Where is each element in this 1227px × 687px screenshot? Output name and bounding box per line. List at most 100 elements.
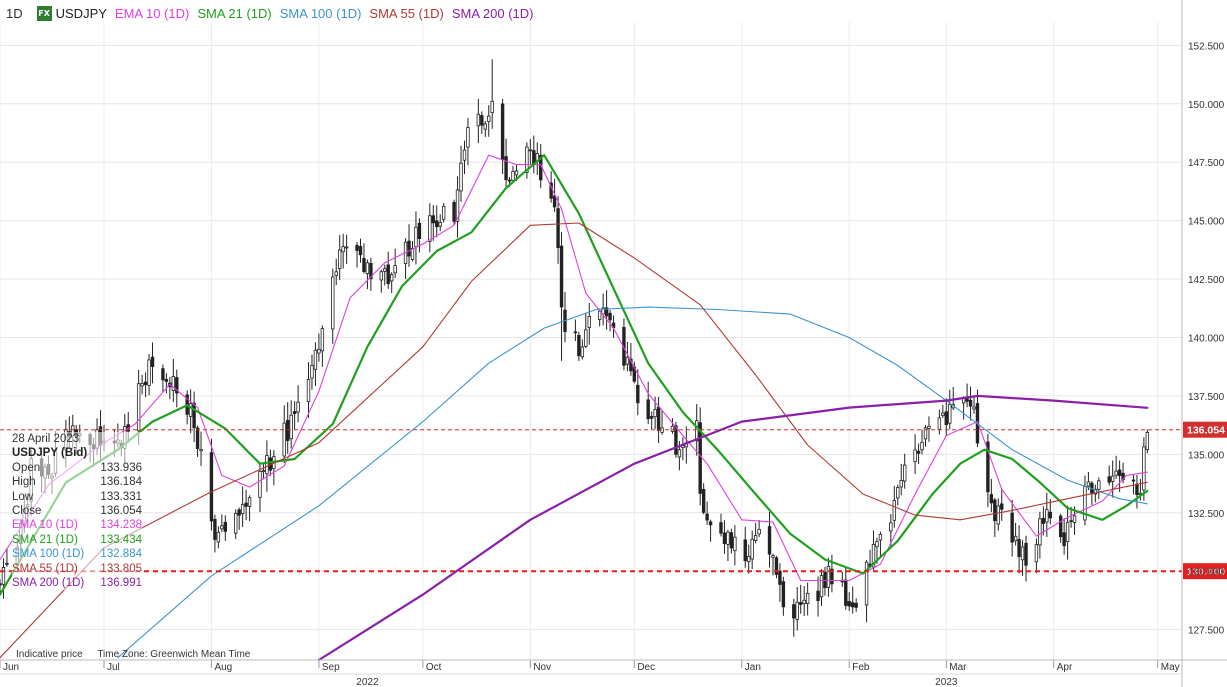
candle [310, 354, 314, 390]
y-tick-label: 140.000 [1188, 333, 1225, 344]
timeframe-label[interactable]: 1D [6, 5, 23, 21]
candle [573, 319, 578, 341]
candle-body [431, 215, 435, 224]
candle-body [913, 449, 917, 462]
candle [209, 438, 214, 531]
candle [417, 218, 422, 253]
candle-body [462, 149, 467, 161]
candle [459, 145, 463, 202]
candle [889, 514, 893, 546]
candle [927, 416, 931, 442]
candle-body [320, 328, 325, 352]
price-tag-bg [1183, 563, 1227, 580]
candle [656, 396, 661, 444]
candle [778, 563, 782, 602]
candle-body [1097, 480, 1101, 490]
candle [320, 325, 325, 367]
candle-body [851, 602, 855, 608]
candle-body [286, 419, 290, 441]
candle [961, 396, 966, 420]
symbol-label[interactable]: USDJPY [55, 5, 107, 21]
candle [306, 362, 311, 418]
candle-body [136, 383, 141, 432]
info-row: SMA 21 (1D) 133.434 [12, 533, 142, 547]
legend-sma21[interactable]: SMA 21 (1D) [197, 5, 272, 21]
candle-body [240, 504, 245, 514]
candle-body [774, 557, 779, 575]
candle [334, 258, 338, 286]
candle-body [1065, 522, 1070, 543]
info-value: 136.184 [100, 476, 142, 489]
candle-body [989, 494, 994, 504]
ma-line-sma55[interactable] [0, 222, 1148, 659]
candle [722, 520, 727, 554]
candle-body [629, 358, 633, 372]
candle-body [587, 316, 591, 328]
candle-body [646, 399, 650, 420]
legend-sma55[interactable]: SMA 55 (1D) [369, 5, 444, 21]
candle-body [199, 449, 203, 452]
candle [986, 433, 990, 508]
candle-body [455, 189, 460, 222]
candle-body [258, 470, 262, 498]
info-row: Open 133.936 [12, 461, 142, 475]
x-month-label: Jan [745, 662, 761, 673]
candle-body [504, 156, 508, 181]
candle-body [1062, 532, 1066, 547]
candle [1058, 513, 1063, 543]
candle [944, 398, 948, 437]
candle-body [407, 240, 411, 257]
candle-body [511, 171, 515, 181]
ma-line-sma100[interactable] [117, 306, 1148, 659]
candle [1142, 437, 1146, 501]
candle-body [389, 274, 394, 282]
candle [646, 381, 650, 425]
x-month-label: Jun [3, 662, 19, 673]
info-row: SMA 100 (1D) 132.884 [12, 547, 142, 561]
candle [403, 238, 408, 280]
candle-body [310, 365, 314, 379]
candle-body [705, 513, 709, 521]
candle [781, 576, 786, 616]
candle [1135, 474, 1139, 509]
candle-body [695, 420, 699, 442]
candle-body [649, 416, 654, 419]
candle [948, 389, 952, 430]
candle-body [528, 149, 533, 152]
candle [965, 383, 969, 408]
candle [1020, 540, 1025, 577]
candle [726, 529, 730, 562]
candle [1000, 488, 1004, 521]
candle-body [341, 246, 345, 253]
candle-body [753, 535, 758, 541]
candle [1038, 511, 1042, 559]
candle-body [636, 384, 640, 404]
candle-body [604, 307, 609, 317]
candle [604, 290, 609, 330]
candle-body [577, 334, 581, 357]
candle [237, 507, 241, 530]
legend-sma200[interactable]: SMA 200 (1D) [451, 5, 534, 21]
info-label: Open [12, 461, 41, 474]
candle-body [878, 533, 883, 541]
candle-body [247, 497, 252, 507]
candle-body [1072, 515, 1077, 523]
candle [362, 243, 366, 274]
candle [792, 598, 796, 637]
ma-line-ema10[interactable] [0, 154, 1148, 582]
candle-body [362, 258, 366, 272]
candle-body [552, 195, 557, 208]
ma-line-sma200[interactable] [317, 394, 1149, 662]
ma-line-sma21[interactable] [0, 154, 1149, 596]
legend-sma100[interactable]: SMA 100 (1D) [279, 5, 362, 21]
candle-body [601, 307, 605, 315]
candle-body [1, 567, 6, 585]
price-tag-bg [1183, 421, 1227, 438]
candle-body [487, 115, 491, 122]
candle-body [916, 450, 921, 454]
legend-ema10[interactable]: EMA 10 (1D) [114, 5, 190, 21]
candle [747, 544, 751, 574]
candle-body [140, 382, 144, 387]
